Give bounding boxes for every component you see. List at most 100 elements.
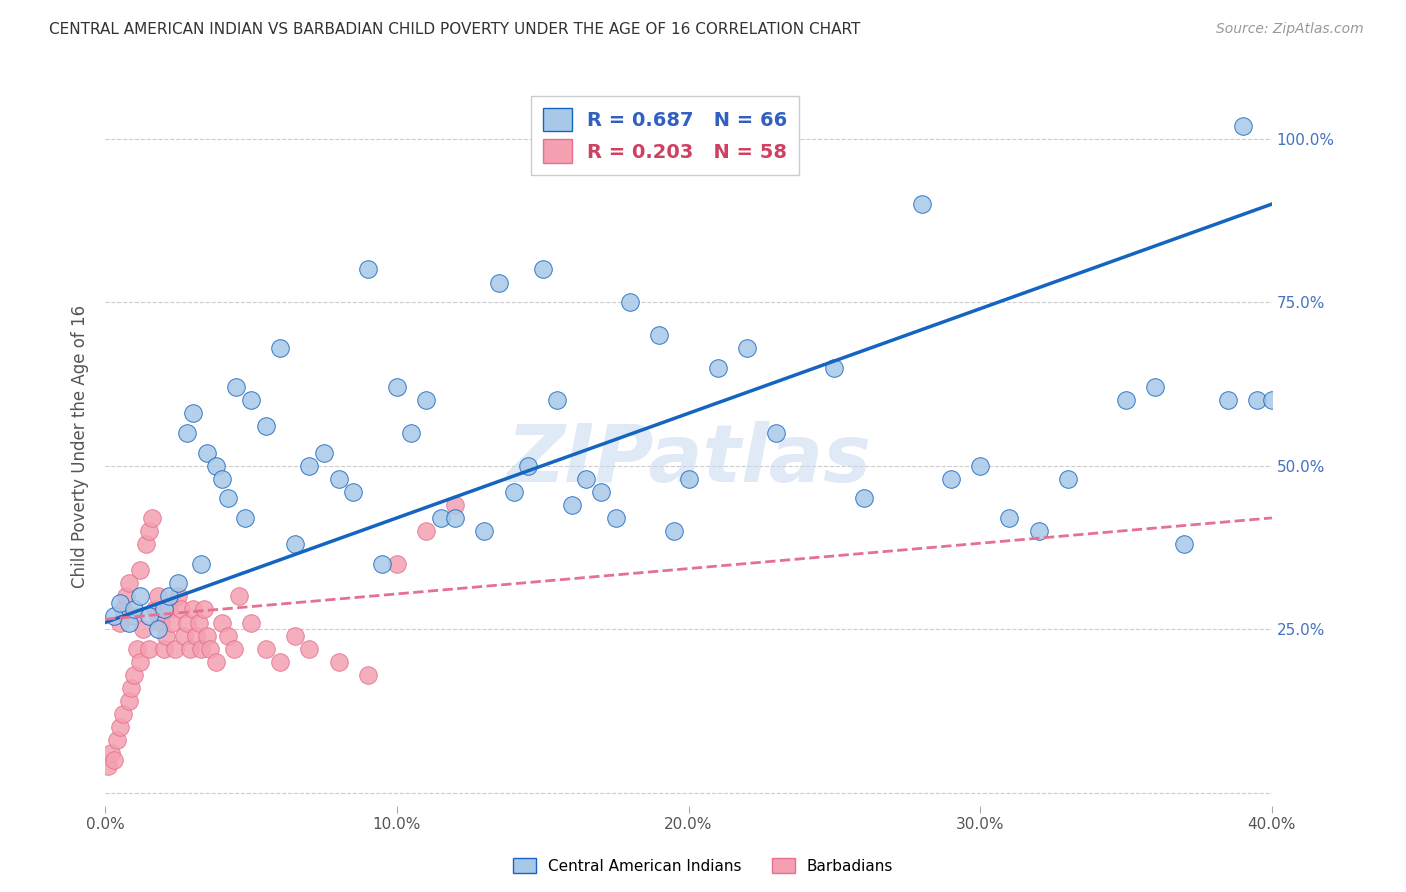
Point <box>187 615 209 630</box>
Point <box>444 511 467 525</box>
Point <box>254 419 277 434</box>
Point <box>132 622 155 636</box>
Y-axis label: Child Poverty Under the Age of 16: Child Poverty Under the Age of 16 <box>72 304 89 588</box>
Point <box>605 511 627 525</box>
Point <box>939 472 962 486</box>
Text: ZIPatlas: ZIPatlas <box>506 421 872 500</box>
Point <box>141 511 163 525</box>
Point <box>284 629 307 643</box>
Point <box>165 641 187 656</box>
Point <box>146 609 169 624</box>
Point <box>205 458 228 473</box>
Point <box>342 484 364 499</box>
Point <box>111 602 134 616</box>
Point <box>240 615 263 630</box>
Point <box>100 746 122 760</box>
Point <box>157 602 180 616</box>
Point <box>117 694 139 708</box>
Point <box>195 629 218 643</box>
Point <box>1028 524 1050 538</box>
Point <box>648 327 671 342</box>
Point <box>138 609 160 624</box>
Point <box>114 590 136 604</box>
Point <box>269 341 291 355</box>
Point <box>385 380 408 394</box>
Point <box>157 590 180 604</box>
Point <box>1115 393 1137 408</box>
Point <box>589 484 612 499</box>
Point <box>488 276 510 290</box>
Point <box>969 458 991 473</box>
Point <box>415 393 437 408</box>
Point <box>298 458 321 473</box>
Point <box>1232 119 1254 133</box>
Point <box>444 498 467 512</box>
Point <box>124 668 146 682</box>
Point <box>217 491 239 506</box>
Point <box>167 590 190 604</box>
Point <box>195 445 218 459</box>
Point <box>228 590 250 604</box>
Point <box>108 720 131 734</box>
Point <box>149 615 172 630</box>
Point <box>173 629 195 643</box>
Point <box>269 655 291 669</box>
Point <box>298 641 321 656</box>
Point <box>124 609 146 624</box>
Point <box>1173 537 1195 551</box>
Point <box>998 511 1021 525</box>
Point <box>129 563 152 577</box>
Point <box>108 596 131 610</box>
Point <box>108 615 131 630</box>
Point <box>415 524 437 538</box>
Point <box>211 615 233 630</box>
Point <box>531 262 554 277</box>
Point <box>127 641 149 656</box>
Point <box>155 629 177 643</box>
Point <box>502 484 524 499</box>
Point <box>662 524 685 538</box>
Point <box>138 641 160 656</box>
Point <box>146 590 169 604</box>
Point <box>312 445 335 459</box>
Point <box>190 641 212 656</box>
Point <box>124 602 146 616</box>
Point <box>546 393 568 408</box>
Point <box>181 406 204 420</box>
Legend: R = 0.687   N = 66, R = 0.203   N = 58: R = 0.687 N = 66, R = 0.203 N = 58 <box>531 96 800 175</box>
Point <box>233 511 256 525</box>
Point <box>117 615 139 630</box>
Point <box>217 629 239 643</box>
Point <box>284 537 307 551</box>
Point <box>184 629 207 643</box>
Point <box>117 576 139 591</box>
Point <box>200 641 222 656</box>
Point <box>129 590 152 604</box>
Point <box>135 537 157 551</box>
Point <box>143 602 166 616</box>
Point <box>1056 472 1078 486</box>
Point <box>121 681 143 695</box>
Point <box>240 393 263 408</box>
Point <box>129 655 152 669</box>
Point <box>1261 393 1284 408</box>
Point <box>162 615 184 630</box>
Point <box>97 759 120 773</box>
Point <box>911 197 934 211</box>
Text: Source: ZipAtlas.com: Source: ZipAtlas.com <box>1216 22 1364 37</box>
Point <box>176 425 198 440</box>
Legend: Central American Indians, Barbadians: Central American Indians, Barbadians <box>506 852 900 880</box>
Point <box>111 707 134 722</box>
Point <box>328 472 350 486</box>
Point <box>254 641 277 656</box>
Point <box>1218 393 1240 408</box>
Point <box>429 511 451 525</box>
Point <box>619 295 641 310</box>
Point <box>179 641 201 656</box>
Point <box>357 262 380 277</box>
Point <box>328 655 350 669</box>
Point <box>735 341 758 355</box>
Point <box>103 609 125 624</box>
Point <box>357 668 380 682</box>
Point <box>152 641 174 656</box>
